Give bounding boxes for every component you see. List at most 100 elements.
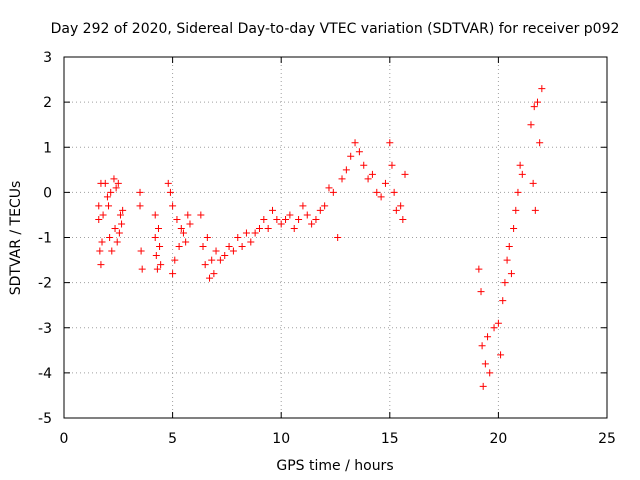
- data-point: [512, 206, 520, 214]
- data-point: [518, 170, 526, 178]
- x-axis-label: GPS time / hours: [276, 458, 393, 474]
- data-point: [118, 220, 126, 228]
- data-point: [303, 211, 311, 219]
- data-point: [199, 243, 207, 251]
- data-point: [216, 256, 224, 264]
- data-point: [381, 179, 389, 187]
- data-point: [153, 265, 161, 273]
- data-point: [295, 215, 303, 223]
- data-point: [103, 193, 111, 201]
- data-point: [392, 206, 400, 214]
- data-point: [531, 206, 539, 214]
- data-point: [477, 288, 485, 296]
- data-point: [351, 139, 359, 147]
- x-tick-label: 20: [489, 431, 507, 447]
- data-point: [497, 351, 505, 359]
- data-point: [97, 261, 105, 269]
- data-point: [247, 238, 255, 246]
- data-point: [221, 252, 229, 260]
- data-point: [203, 234, 211, 241]
- y-tick-label: 0: [43, 185, 52, 201]
- y-axis-label: SDTVAR / TECUs: [8, 181, 24, 296]
- data-point: [499, 297, 507, 305]
- data-point: [154, 224, 162, 232]
- data-point: [119, 206, 127, 214]
- data-point: [486, 369, 494, 377]
- data-point: [368, 170, 376, 178]
- data-point: [401, 170, 409, 178]
- data-point: [355, 148, 363, 156]
- data-point: [114, 179, 122, 187]
- y-tick-label: -3: [38, 321, 52, 337]
- data-point: [98, 238, 106, 246]
- data-point: [397, 202, 405, 210]
- data-point: [260, 215, 268, 223]
- data-point: [390, 188, 398, 196]
- data-point: [373, 188, 381, 196]
- data-point: [171, 256, 179, 264]
- data-point: [316, 206, 324, 214]
- x-tick-label: 15: [381, 431, 399, 447]
- data-point: [212, 247, 220, 255]
- data-point: [529, 179, 537, 187]
- data-point: [208, 256, 216, 264]
- data-point: [95, 202, 103, 210]
- data-point: [234, 234, 242, 241]
- data-point: [514, 188, 522, 196]
- data-point: [481, 360, 489, 368]
- data-point: [179, 229, 187, 237]
- data-point: [538, 85, 546, 93]
- data-point: [277, 220, 285, 228]
- data-point: [321, 202, 329, 210]
- y-tick-label: -2: [38, 276, 52, 292]
- data-point: [106, 234, 114, 241]
- data-point: [329, 188, 337, 196]
- data-point: [505, 243, 513, 251]
- data-point: [197, 211, 205, 219]
- y-tick-label: 2: [43, 95, 52, 111]
- data-point: [206, 274, 214, 282]
- data-point: [111, 224, 119, 232]
- data-point: [334, 234, 342, 241]
- data-point: [347, 152, 355, 160]
- data-point: [229, 247, 237, 255]
- data-point: [99, 211, 107, 219]
- data-point: [96, 247, 104, 255]
- data-point: [478, 342, 486, 350]
- data-point: [364, 175, 372, 183]
- data-point: [388, 161, 396, 169]
- y-tick-label: 3: [43, 50, 52, 66]
- data-point: [501, 279, 509, 287]
- data-point: [503, 256, 511, 264]
- data-point: [312, 215, 320, 223]
- plot-frame: [63, 56, 608, 419]
- data-point: [169, 270, 177, 278]
- data-point: [507, 270, 515, 278]
- data-point: [251, 229, 259, 237]
- data-point: [108, 247, 116, 255]
- data-point: [325, 184, 333, 192]
- data-point: [299, 202, 307, 210]
- data-point: [210, 270, 218, 278]
- data-point: [225, 243, 233, 251]
- data-point: [399, 215, 407, 223]
- data-point: [533, 98, 541, 106]
- data-point: [484, 333, 492, 341]
- data-point: [273, 215, 281, 223]
- data-point: [110, 175, 118, 183]
- x-tick-label: 10: [272, 431, 290, 447]
- data-point: [377, 193, 385, 201]
- data-point: [510, 224, 518, 232]
- data-point: [107, 188, 115, 196]
- x-tick-label: 5: [168, 431, 177, 447]
- data-point: [116, 211, 124, 219]
- data-point: [138, 265, 146, 273]
- data-point: [169, 202, 177, 210]
- data-point: [166, 188, 174, 196]
- data-points: [95, 85, 546, 390]
- data-point: [286, 211, 294, 219]
- data-point: [151, 211, 159, 219]
- data-point: [479, 382, 487, 390]
- data-point: [115, 229, 123, 237]
- data-point: [255, 224, 263, 232]
